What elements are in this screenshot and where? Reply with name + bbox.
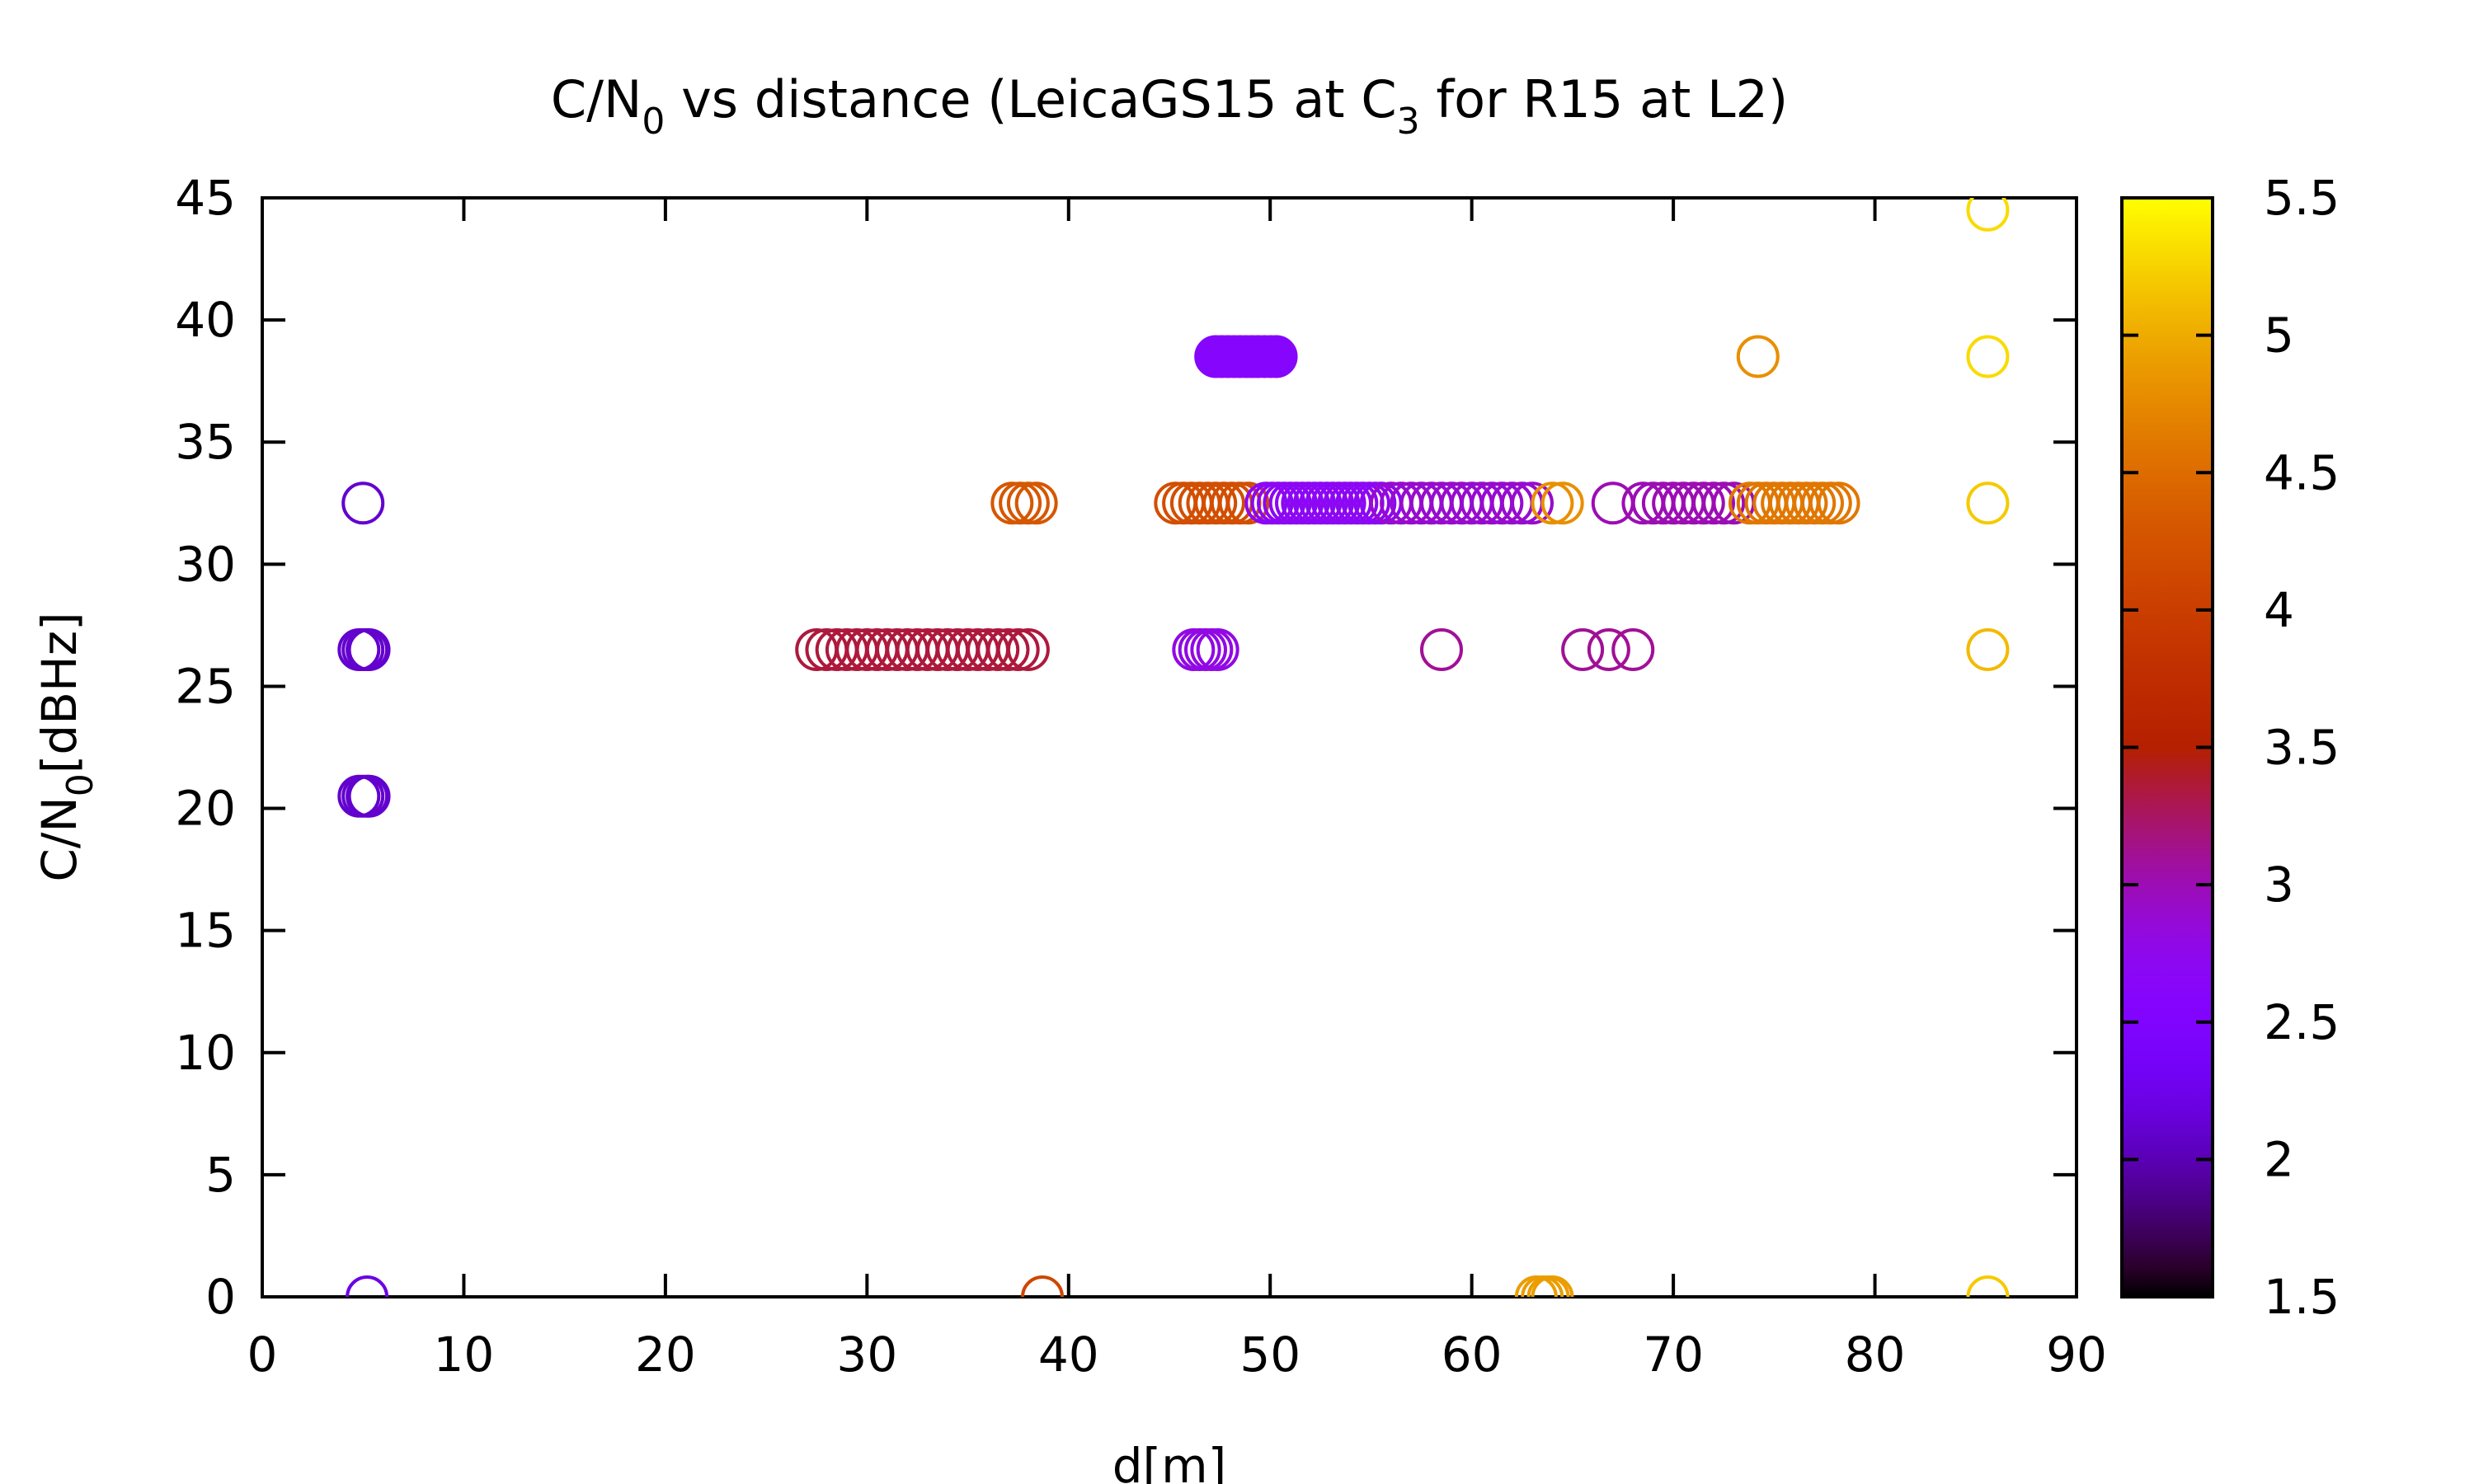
y-tick-label: 10 — [175, 1025, 236, 1081]
data-point — [1254, 335, 1298, 378]
y-tick-label: 45 — [175, 170, 236, 226]
colorbar-tick-label: 4 — [2264, 582, 2294, 638]
colorbar-tick-label: 4.5 — [2264, 444, 2340, 500]
colorbar-tick-label: 1.5 — [2264, 1269, 2340, 1325]
colorbar-tick-label: 3 — [2264, 857, 2294, 913]
colorbar-tick-label: 3.5 — [2264, 720, 2340, 776]
data-point — [1966, 335, 2010, 378]
data-point — [337, 628, 381, 672]
data-point — [1531, 1275, 1574, 1297]
y-tick-label: 35 — [175, 414, 236, 470]
data-point — [1966, 198, 2010, 232]
data-point — [1736, 335, 1780, 378]
y-tick-label: 20 — [175, 781, 236, 837]
data-point — [1692, 481, 1735, 525]
data-point — [1006, 628, 1050, 672]
x-tick-label: 60 — [1442, 1327, 1503, 1383]
x-tick-label: 30 — [836, 1327, 897, 1383]
data-point — [976, 628, 1020, 672]
data-point — [986, 628, 1030, 672]
colorbar-tick-label: 2.5 — [2264, 994, 2340, 1050]
colorbar-tick-label: 2 — [2264, 1131, 2294, 1187]
data-point — [1531, 481, 1574, 525]
data-point — [1587, 628, 1630, 672]
data-point — [1817, 481, 1860, 525]
y-axis-label: C/N0[dBHz] — [31, 612, 101, 881]
colorbar-tick-label: 5.5 — [2264, 170, 2340, 226]
data-point — [1420, 628, 1463, 672]
data-point — [1702, 481, 1746, 525]
data-point — [346, 1275, 389, 1297]
y-tick-label: 0 — [205, 1269, 236, 1325]
data-point — [1561, 628, 1605, 672]
colorbar-tick-label: 5 — [2264, 308, 2294, 364]
x-tick-label: 90 — [2046, 1327, 2107, 1383]
x-tick-label: 40 — [1038, 1327, 1099, 1383]
x-tick-label: 70 — [1643, 1327, 1704, 1383]
data-point — [1196, 628, 1239, 672]
data-points — [337, 198, 2010, 1297]
y-tick-label: 5 — [205, 1147, 236, 1203]
x-axis-label: d[m] — [1112, 1438, 1227, 1484]
data-point — [1611, 628, 1655, 672]
y-axis: 0 5 10 15 20 25 30 35 40 45 — [175, 170, 2077, 1325]
y-tick-label: 30 — [175, 536, 236, 592]
data-point — [1014, 481, 1058, 525]
x-tick-label: 80 — [1845, 1327, 1906, 1383]
data-point — [347, 628, 391, 672]
data-point — [1966, 628, 2010, 672]
y-tick-label: 15 — [175, 903, 236, 959]
data-point — [1540, 481, 1584, 525]
data-point — [1591, 481, 1634, 525]
colorbar-ticks: 1.5 2 2.5 3 3.5 4 4.5 5 5.5 — [2122, 170, 2340, 1325]
data-point — [1966, 481, 2010, 525]
x-axis: 0 10 20 30 40 50 60 70 80 90 — [247, 198, 2107, 1383]
x-tick-label: 20 — [635, 1327, 696, 1383]
data-point — [341, 481, 385, 525]
data-point — [1966, 1275, 2010, 1297]
x-tick-label: 50 — [1239, 1327, 1300, 1383]
data-point — [1021, 1275, 1064, 1297]
data-point — [337, 774, 381, 818]
plot-frame — [261, 196, 2078, 1298]
data-point — [1480, 481, 1524, 525]
data-point — [347, 774, 391, 818]
y-tick-label: 40 — [175, 292, 236, 348]
data-point — [996, 628, 1040, 672]
y-tick-label: 25 — [175, 658, 236, 714]
x-tick-label: 10 — [434, 1327, 495, 1383]
data-point — [1681, 481, 1725, 525]
data-point — [1226, 481, 1270, 525]
data-point — [1511, 481, 1554, 525]
chart-title: C/N0 vs distance (LeicaGS15 at C3 for R1… — [551, 69, 1788, 143]
x-tick-label: 0 — [247, 1327, 278, 1383]
